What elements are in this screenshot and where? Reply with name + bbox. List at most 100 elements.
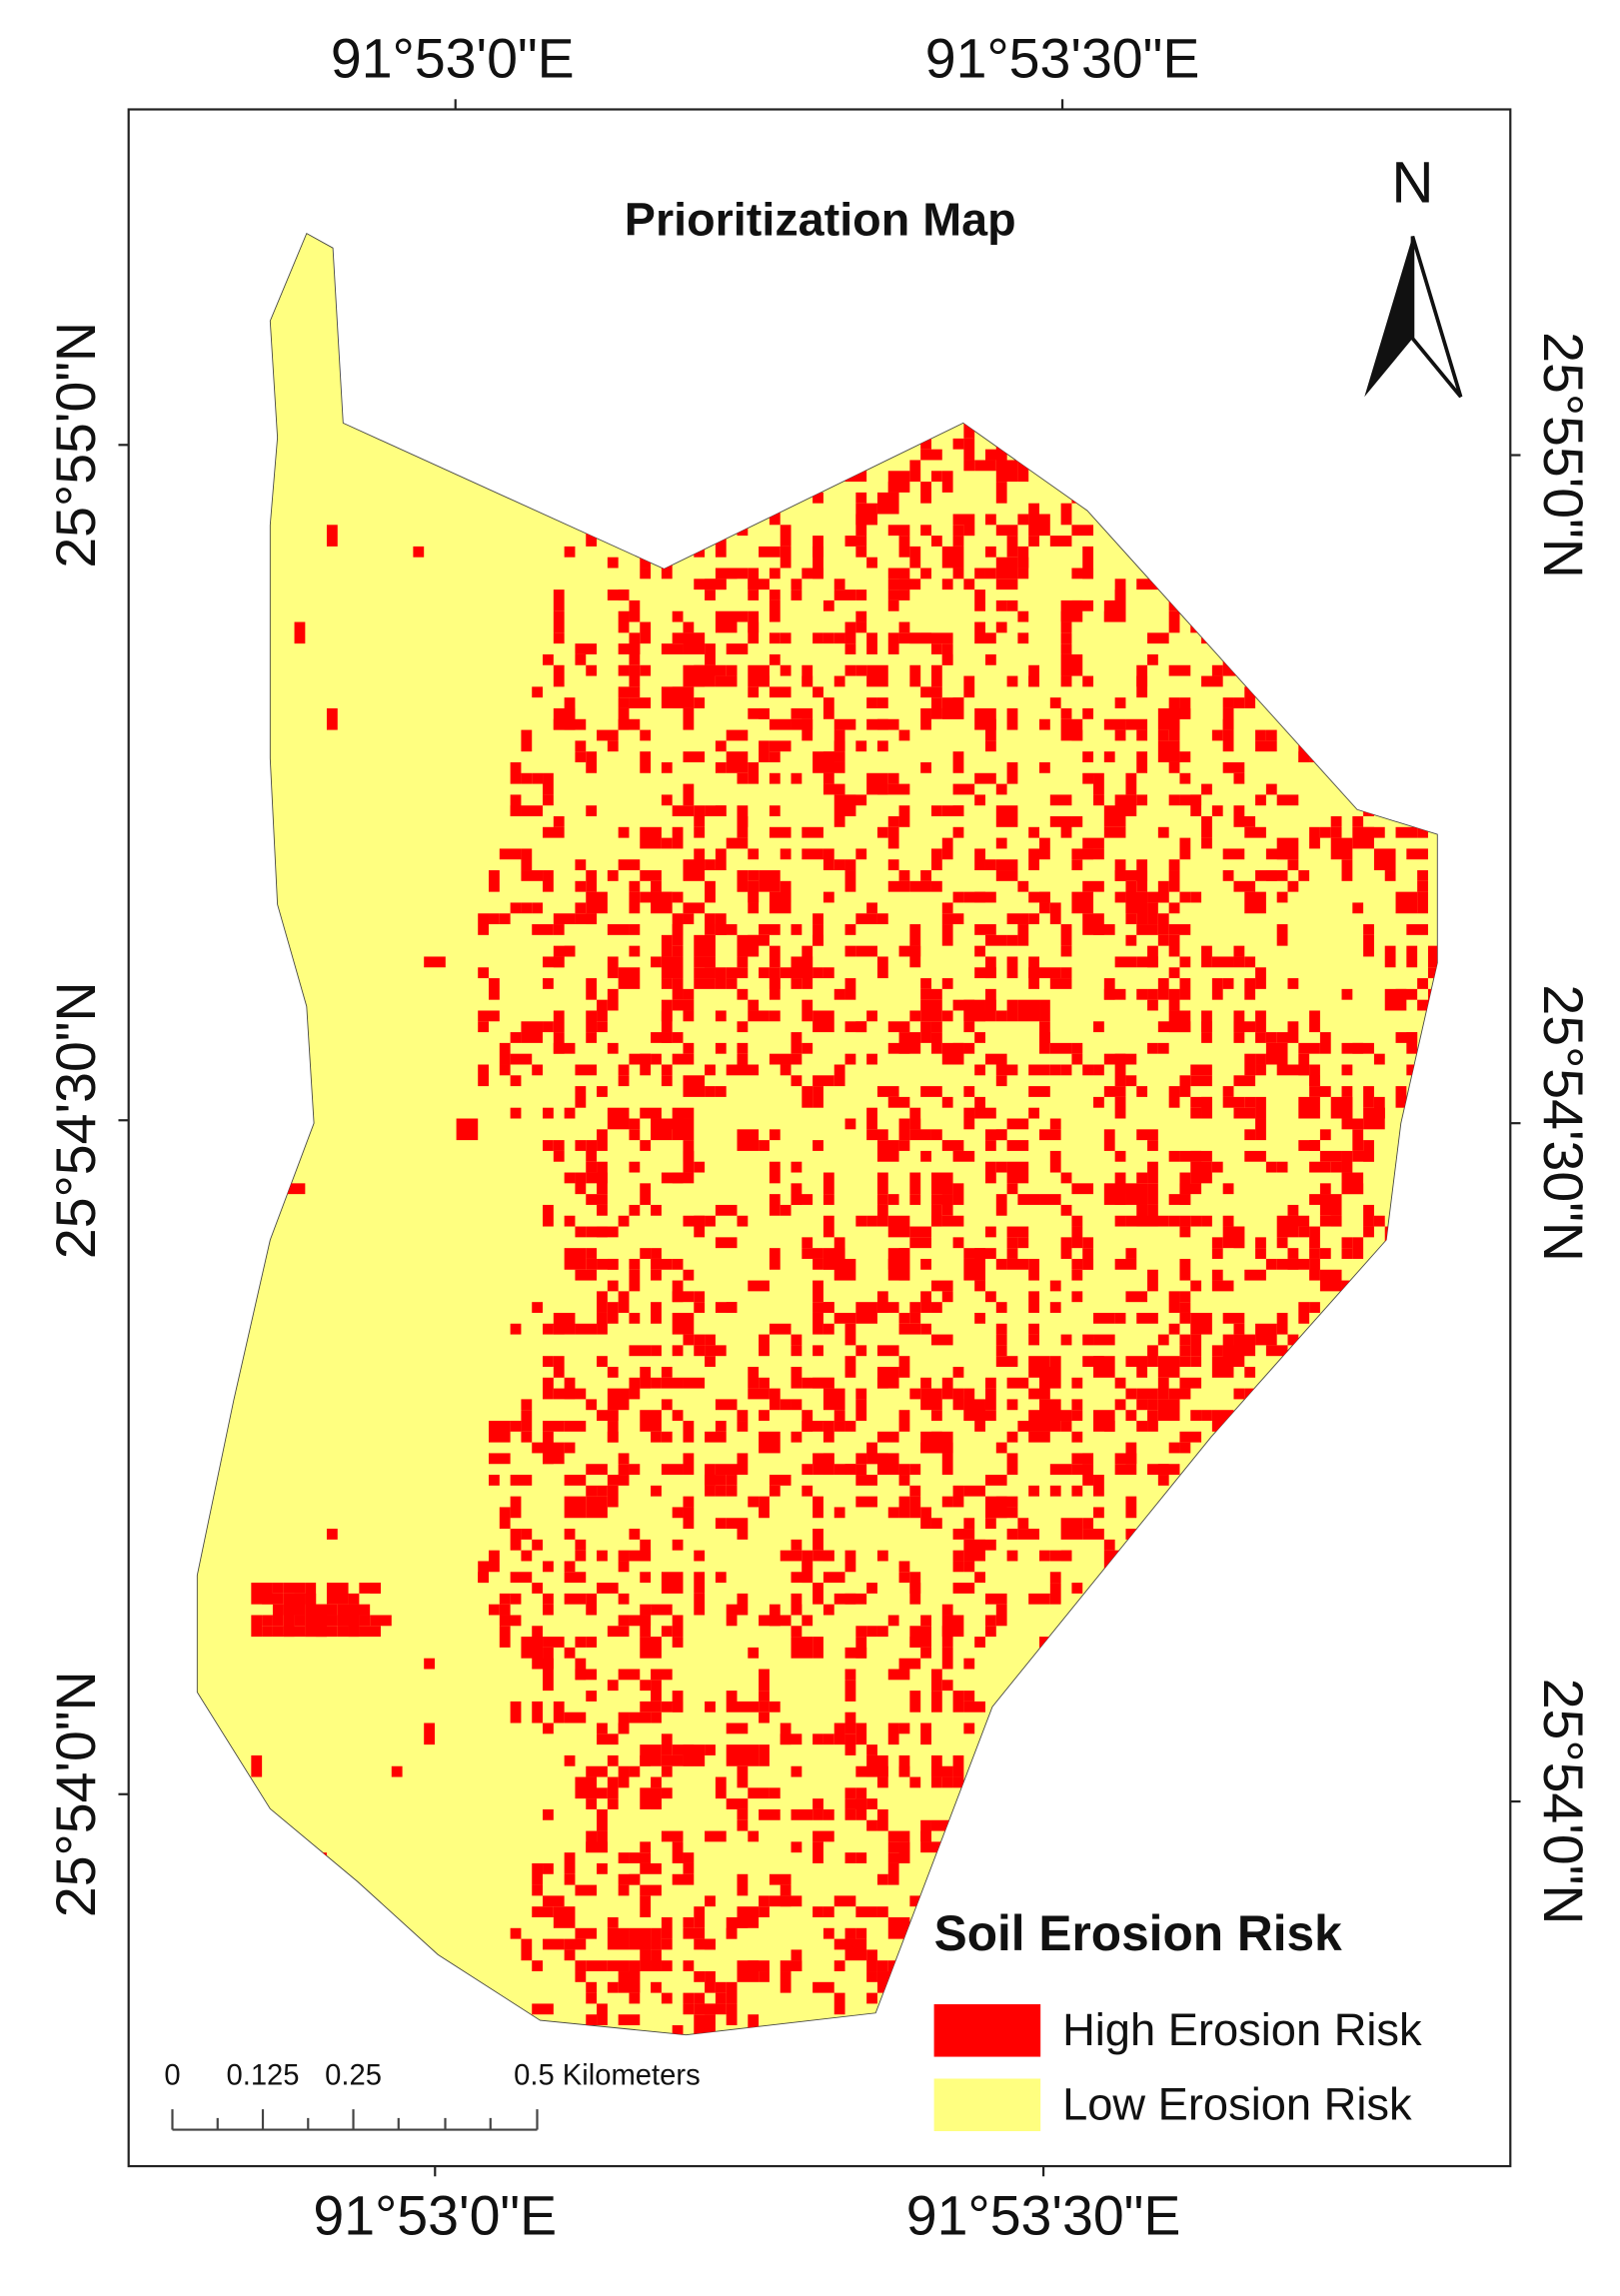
risk-cell [1168, 697, 1180, 719]
risk-cell [521, 772, 533, 784]
risk-cell [769, 632, 781, 644]
risk-cell [597, 1356, 608, 1367]
risk-cell [1006, 1226, 1029, 1238]
risk-cell [887, 1852, 910, 1863]
scale-label: 0.125 [226, 2060, 299, 2092]
risk-cell [489, 1475, 500, 1486]
risk-cell [759, 1334, 770, 1357]
risk-cell [748, 2014, 760, 2035]
risk-cell [661, 643, 684, 654]
risk-cell [974, 891, 996, 903]
risk-cell [586, 1485, 598, 1497]
risk-cell [952, 1485, 964, 1508]
risk-cell [1114, 1053, 1126, 1065]
risk-cell [876, 1172, 888, 1195]
risk-cell [1049, 1302, 1061, 1313]
risk-cell [737, 1042, 749, 1054]
risk-cell [1222, 978, 1234, 989]
risk-cell [715, 967, 727, 989]
risk-cell [941, 1647, 953, 1670]
risk-cell [748, 686, 760, 698]
risk-cell [1049, 1280, 1061, 1292]
risk-cell [984, 653, 996, 665]
risk-cell [876, 1377, 888, 1389]
risk-cell [272, 1583, 284, 1594]
risk-cell [963, 1561, 975, 1573]
risk-cell [1093, 1064, 1104, 1076]
risk-cell [984, 1140, 996, 1151]
risk-cell [995, 1194, 1007, 1216]
risk-cell [833, 1895, 856, 1907]
risk-cell [802, 1421, 823, 1432]
risk-cell [898, 1464, 910, 1476]
risk-cell [876, 826, 888, 838]
risk-cell [759, 1744, 770, 1766]
risk-cell [833, 988, 845, 1000]
risk-cell [812, 1302, 834, 1313]
risk-cell [855, 621, 867, 633]
risk-cell [1363, 1086, 1374, 1108]
risk-cell [607, 589, 630, 600]
risk-cell [510, 1032, 522, 1043]
risk-cell [952, 1776, 964, 1788]
risk-cell [672, 1312, 695, 1335]
risk-cell [952, 1150, 975, 1162]
risk-cell [995, 783, 1007, 795]
risk-cell [995, 578, 1018, 590]
risk-cell [715, 536, 727, 558]
risk-cell [822, 1421, 834, 1443]
risk-cell [791, 1960, 803, 1972]
risk-cell [1006, 1399, 1018, 1411]
risk-cell [1276, 891, 1288, 903]
risk-cell [920, 1442, 931, 1454]
risk-cell [1071, 1042, 1083, 1054]
risk-cell [726, 1064, 738, 1076]
risk-cell [575, 643, 598, 654]
risk-cell [607, 1280, 619, 1292]
risk-cell [1125, 913, 1137, 925]
risk-cell [941, 653, 953, 665]
risk-cell [812, 1496, 823, 1519]
risk-cell [1201, 1410, 1212, 1422]
risk-cell [661, 1366, 673, 1378]
risk-cell [952, 1561, 964, 1573]
risk-cell [920, 1841, 942, 1853]
risk-cell [833, 1312, 856, 1324]
risk-cell [1309, 1086, 1331, 1097]
risk-cell [1179, 837, 1191, 860]
risk-cell [1222, 761, 1245, 773]
risk-cell [1255, 1096, 1266, 1119]
risk-cell [737, 1021, 749, 1033]
risk-cell [1006, 1237, 1018, 1249]
risk-cell [974, 794, 985, 806]
risk-cell [1028, 1431, 1050, 1443]
risk-cell [618, 1722, 630, 1734]
risk-cell [629, 891, 641, 914]
risk-cell [607, 1626, 630, 1638]
risk-cell [683, 1992, 695, 2004]
risk-cell [995, 460, 1018, 483]
risk-cell [822, 1215, 834, 1238]
risk-cell [521, 1550, 533, 1562]
risk-cell [909, 460, 921, 483]
risk-cell [1006, 1161, 1029, 1184]
risk-cell [564, 1421, 587, 1432]
risk-cell [661, 1064, 673, 1076]
risk-cell [1136, 1086, 1148, 1097]
risk-cell [521, 1399, 533, 1411]
risk-cell [705, 1431, 727, 1443]
risk-cell [995, 805, 1018, 827]
risk-cell [1006, 1140, 1029, 1151]
risk-cell [715, 1992, 727, 2004]
risk-cell [1006, 536, 1018, 558]
risk-cell [1179, 1377, 1202, 1389]
risk-cell [930, 1129, 942, 1141]
risk-cell [1168, 610, 1180, 633]
risk-cell [1298, 870, 1310, 881]
risk-cell [661, 1464, 684, 1476]
risk-cell [1233, 1010, 1245, 1033]
risk-cell [597, 1258, 619, 1270]
risk-cell [1244, 1269, 1266, 1281]
risk-cell [1255, 1032, 1266, 1043]
risk-cell [1233, 1032, 1245, 1043]
